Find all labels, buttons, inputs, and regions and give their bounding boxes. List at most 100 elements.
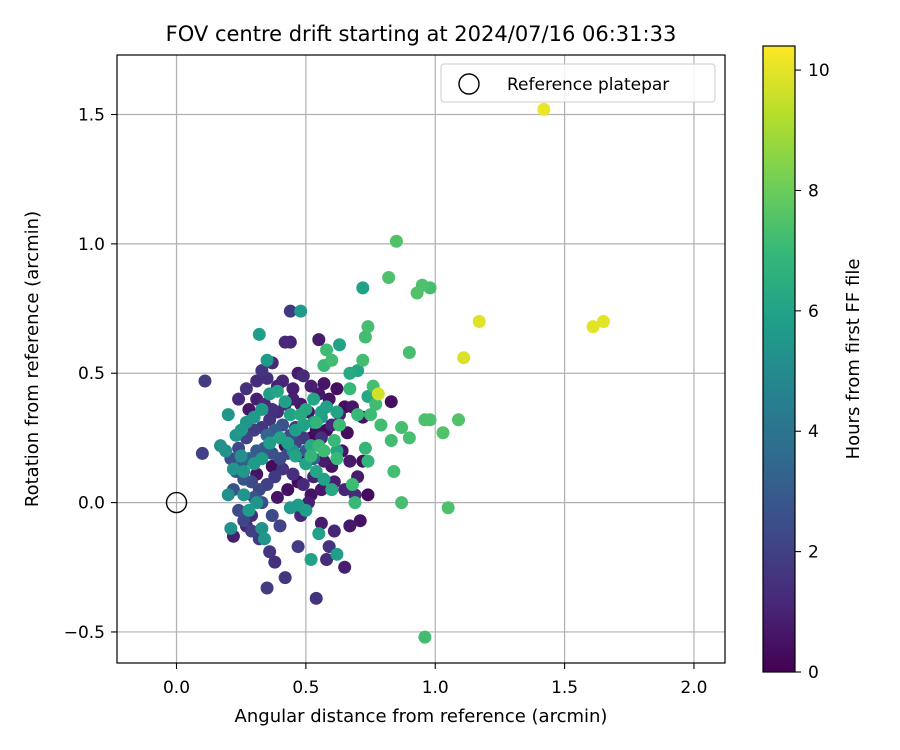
data-point xyxy=(309,415,323,429)
data-point xyxy=(457,351,471,365)
data-point xyxy=(358,441,372,455)
data-point xyxy=(281,436,295,450)
data-point xyxy=(369,397,383,411)
data-point xyxy=(221,488,235,502)
chart-title: FOV centre drift starting at 2024/07/16 … xyxy=(166,22,677,46)
data-point xyxy=(348,496,362,510)
x-tick-label-3: 1.5 xyxy=(551,678,578,698)
data-point xyxy=(418,630,432,644)
data-point xyxy=(299,503,313,517)
data-point xyxy=(330,382,344,396)
data-point xyxy=(237,465,251,479)
data-point xyxy=(343,382,357,396)
data-point xyxy=(361,320,375,334)
data-point xyxy=(330,452,344,466)
data-point xyxy=(364,408,378,422)
data-point xyxy=(294,408,308,422)
data-point xyxy=(472,314,486,328)
data-point xyxy=(255,402,269,416)
grid xyxy=(117,55,725,663)
data-point xyxy=(296,477,310,491)
data-point xyxy=(387,465,401,479)
data-point xyxy=(237,514,251,528)
data-point xyxy=(382,271,396,285)
data-point xyxy=(371,387,385,401)
data-point xyxy=(343,366,357,380)
data-point xyxy=(221,408,235,422)
data-point xyxy=(237,488,251,502)
data-point xyxy=(586,320,600,334)
colorbar: 0 2 4 6 8 10 Hours from first FF file xyxy=(762,45,864,683)
data-point xyxy=(314,516,328,530)
data-point xyxy=(402,431,416,445)
data-point xyxy=(423,413,437,427)
data-point xyxy=(239,382,253,396)
plot-frame xyxy=(116,54,726,664)
y-tick-label-3: 1.0 xyxy=(78,235,105,255)
data-point xyxy=(314,405,328,419)
data-point xyxy=(245,524,259,538)
data-point xyxy=(265,509,279,523)
data-point xyxy=(314,483,328,497)
data-point xyxy=(338,560,352,574)
data-point xyxy=(291,540,305,554)
data-point xyxy=(270,490,284,504)
data-point xyxy=(219,444,233,458)
data-point xyxy=(384,395,398,409)
data-point xyxy=(374,418,388,432)
data-point xyxy=(255,452,269,466)
data-point xyxy=(325,353,339,367)
data-point xyxy=(232,503,246,517)
data-point xyxy=(195,446,209,460)
data-point xyxy=(537,102,551,116)
colorbar-gradient xyxy=(762,45,796,673)
data-point xyxy=(343,454,357,468)
data-point xyxy=(242,503,256,517)
data-point xyxy=(312,333,326,347)
data-point xyxy=(389,234,403,248)
data-point xyxy=(278,335,292,349)
data-point xyxy=(260,353,274,367)
data-point xyxy=(255,521,269,535)
colorbar-tick-label-1: 2 xyxy=(808,543,819,563)
data-point xyxy=(343,519,357,533)
data-point xyxy=(234,449,248,463)
y-tick-label-2: 0.5 xyxy=(78,364,105,384)
data-point xyxy=(327,433,341,447)
data-point xyxy=(330,547,344,561)
data-point xyxy=(289,449,303,463)
data-point xyxy=(353,514,367,528)
reference-marker xyxy=(165,491,188,514)
colorbar-tick-label-3: 6 xyxy=(808,302,819,322)
data-point xyxy=(278,571,292,585)
data-point xyxy=(317,377,331,391)
data-point xyxy=(283,304,297,318)
data-point xyxy=(307,392,321,406)
data-point xyxy=(250,374,264,388)
data-point xyxy=(320,553,334,567)
data-point xyxy=(263,545,277,559)
data-point xyxy=(255,364,269,378)
y-tick-label-0: −0.5 xyxy=(64,623,105,643)
data-point xyxy=(356,281,370,295)
data-point xyxy=(333,418,347,432)
data-point xyxy=(361,454,375,468)
data-point xyxy=(402,346,416,360)
colorbar-tick-label-0: 0 xyxy=(808,663,819,683)
data-point xyxy=(276,374,290,388)
data-point xyxy=(309,465,323,479)
data-point xyxy=(320,343,334,357)
data-point xyxy=(224,521,238,535)
data-point xyxy=(270,384,284,398)
data-point xyxy=(312,527,326,541)
colorbar-label: Hours from first FF file xyxy=(843,259,864,460)
x-tick-label-2: 1.0 xyxy=(422,678,449,698)
data-point xyxy=(358,330,372,344)
legend-marker-reference xyxy=(458,73,480,95)
y-axis-label: Rotation from reference (arcmin) xyxy=(22,211,43,507)
scatter-points xyxy=(195,102,610,644)
data-point xyxy=(304,449,318,463)
data-point xyxy=(325,483,339,497)
data-point xyxy=(232,392,246,406)
